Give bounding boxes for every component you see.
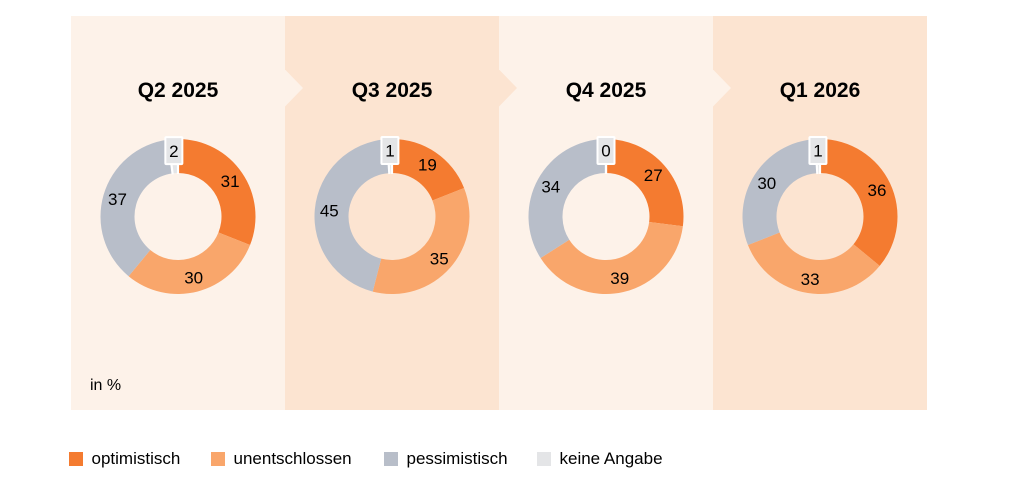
legend-label-unentschlossen: unentschlossen <box>233 449 352 468</box>
donut-slice-pessimistisch <box>314 139 390 292</box>
legend-item-keine-angabe: keine Angabe <box>537 450 663 468</box>
legend-label-pessimistisch: pessimistisch <box>406 449 508 468</box>
donut-slice-optimistisch <box>178 139 256 246</box>
small-slice-label-box <box>596 136 616 165</box>
panel-title-q2-2025: Q2 2025 <box>137 78 219 102</box>
slice-value-label: 0 <box>601 142 610 161</box>
donut-slice-pessimistisch <box>742 139 818 246</box>
slice-value-label: 1 <box>385 142 394 161</box>
donut-slice-pessimistisch <box>528 139 606 259</box>
slice-value-label: 36 <box>868 181 887 200</box>
panel-q1-2026: Q1 2026 36 33 30 1 <box>713 16 927 410</box>
donut-slice-unentschlossen <box>128 232 251 294</box>
legend-label-keine-angabe: keine Angabe <box>559 449 663 468</box>
donut-slice-unentschlossen <box>747 232 880 295</box>
donut-chart-q1-2026: 36 33 30 1 <box>742 136 898 295</box>
slice-value-label: 30 <box>757 174 776 193</box>
legend-swatch-keine-angabe <box>537 452 551 466</box>
slice-value-label: 37 <box>108 190 127 209</box>
legend: optimistisch unentschlossen pessimistisc… <box>0 450 1024 468</box>
legend-swatch-unentschlossen <box>211 452 225 466</box>
slice-value-label: 34 <box>541 177 560 196</box>
legend-label-optimistisch: optimistisch <box>91 449 181 468</box>
slice-value-label: 35 <box>430 249 449 268</box>
donut-chart-q3-2025: 19 35 45 1 <box>314 136 470 294</box>
donut-chart-q2-2025: 31 30 37 2 <box>100 136 256 294</box>
legend-item-optimistisch: optimistisch <box>69 450 180 468</box>
slice-value-label: 19 <box>418 156 437 175</box>
donut-slice-optimistisch <box>392 139 465 201</box>
small-slice-label-box <box>164 136 184 166</box>
panel-title-q4-2025: Q4 2025 <box>565 78 647 102</box>
slice-value-label: 39 <box>610 269 629 288</box>
panel-title-q1-2026: Q1 2026 <box>779 78 861 102</box>
small-slice-label-box <box>808 136 828 166</box>
slice-value-label: 27 <box>644 166 663 185</box>
legend-item-pessimistisch: pessimistisch <box>384 450 508 468</box>
slice-value-label: 45 <box>320 202 339 221</box>
panel-title-q3-2025: Q3 2025 <box>351 78 433 102</box>
slice-value-label: 31 <box>221 172 240 191</box>
legend-item-unentschlossen: unentschlossen <box>211 450 352 468</box>
unit-label: in % <box>90 377 122 394</box>
slice-value-label: 1 <box>813 142 822 161</box>
legend-swatch-optimistisch <box>69 452 83 466</box>
panel-q4-2025: Q4 2025 27 39 34 0 <box>499 16 713 410</box>
donut-slice-unentschlossen <box>540 221 683 294</box>
donut-slice-optimistisch <box>820 139 898 266</box>
panel-q3-2025: Q3 2025 19 35 45 1 <box>285 16 499 410</box>
donut-slice-pessimistisch <box>100 139 173 277</box>
small-slice-label-box <box>380 136 400 166</box>
donut-slice-optimistisch <box>606 139 684 227</box>
slice-value-label: 2 <box>169 142 178 161</box>
panel-q2-2025: Q2 2025 31 30 37 2 in % <box>71 16 285 410</box>
slice-value-label: 30 <box>184 269 203 288</box>
donut-slice-unentschlossen <box>372 187 470 294</box>
slice-value-label: 33 <box>801 270 820 289</box>
legend-swatch-pessimistisch <box>384 452 398 466</box>
donut-chart-q4-2025: 27 39 34 0 <box>528 136 684 294</box>
